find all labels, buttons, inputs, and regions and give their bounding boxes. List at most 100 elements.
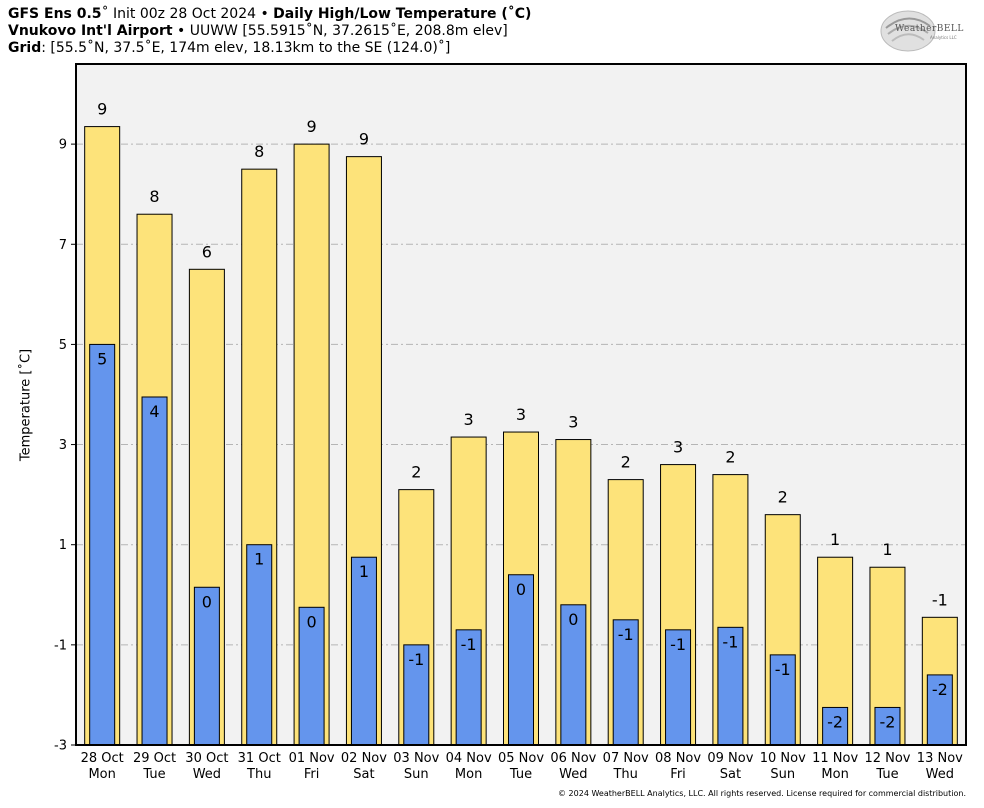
x-tick-label-date: 13 Nov <box>917 751 963 766</box>
high-value-label: -1 <box>932 590 948 609</box>
low-value-label: -2 <box>932 680 948 699</box>
low-bar <box>874 706 901 746</box>
x-tick-label-date: 03 Nov <box>393 751 439 766</box>
high-value-label: 9 <box>359 130 369 149</box>
low-value-label: 0 <box>202 592 212 611</box>
low-bar <box>193 586 220 746</box>
low-bar <box>612 619 639 746</box>
init-time: ˚ Init 00z 28 Oct 2024 • <box>101 6 274 22</box>
high-value-label: 2 <box>411 463 421 482</box>
x-tick-label-weekday: Mon <box>821 767 848 782</box>
y-tick-label: 7 <box>59 238 67 253</box>
low-bar <box>508 574 534 746</box>
high-value-label: 9 <box>97 100 107 119</box>
x-tick-label-date: 09 Nov <box>707 751 753 766</box>
low-bar <box>560 604 587 746</box>
x-tick-label-date: 10 Nov <box>760 751 806 766</box>
x-tick-label-date: 31 Oct <box>238 751 281 766</box>
y-tick-label: 9 <box>59 138 67 153</box>
chart-title-line2: Vnukovo Int'l Airport • UUWW [55.5915˚N,… <box>8 23 508 40</box>
low-value-label: 5 <box>97 349 107 368</box>
grid-label: Grid <box>8 40 42 56</box>
model-name: GFS Ens 0.5 <box>8 6 102 22</box>
logo-text: WeatherBELL <box>895 24 964 34</box>
logo-subtext: Analytics LLC <box>930 35 957 40</box>
x-tick-label-weekday: Mon <box>88 767 115 782</box>
x-tick-label-date: 30 Oct <box>185 751 228 766</box>
chart-title-line3: Grid: [55.5˚N, 37.5˚E, 174m elev, 18.13k… <box>8 40 450 57</box>
low-value-label: 0 <box>516 580 526 599</box>
x-tick-label-weekday: Sun <box>770 767 795 782</box>
high-value-label: 1 <box>830 530 840 549</box>
low-value-label: -1 <box>408 650 424 669</box>
y-tick-label: -1 <box>54 638 67 653</box>
x-tick-label-weekday: Tue <box>142 767 165 782</box>
x-tick-label-weekday: Wed <box>926 767 954 782</box>
high-value-label: 6 <box>202 242 212 261</box>
copyright-notice: © 2024 WeatherBELL Analytics, LLC. All r… <box>558 789 966 798</box>
x-tick-label-weekday: Sat <box>353 767 374 782</box>
high-value-label: 2 <box>621 453 631 472</box>
low-value-label: -1 <box>722 632 738 651</box>
high-value-label: 3 <box>673 438 683 457</box>
low-bar <box>455 629 482 746</box>
high-value-label: 3 <box>464 410 474 429</box>
x-tick-label-date: 12 Nov <box>864 751 910 766</box>
chart-title-line1: GFS Ens 0.5˚ Init 00z 28 Oct 2024 • Dail… <box>8 6 531 23</box>
low-bar <box>403 644 430 746</box>
y-tick-label: 5 <box>59 338 67 353</box>
y-tick-label: -3 <box>54 739 67 754</box>
x-tick-label-date: 04 Nov <box>446 751 492 766</box>
y-tick-label: 3 <box>59 438 67 453</box>
weatherbell-logo <box>880 10 936 52</box>
x-tick-label-weekday: Tue <box>509 767 532 782</box>
x-tick-label-weekday: Thu <box>246 767 271 782</box>
low-value-label: -2 <box>827 712 843 731</box>
x-tick-label-weekday: Mon <box>455 767 482 782</box>
x-tick-label-weekday: Sat <box>720 767 741 782</box>
high-value-label: 8 <box>254 142 264 161</box>
high-value-label: 1 <box>882 540 892 559</box>
x-tick-label-weekday: Wed <box>559 767 587 782</box>
x-tick-label-date: 06 Nov <box>550 751 596 766</box>
low-bar <box>717 626 744 746</box>
y-tick-label: 1 <box>59 538 67 553</box>
low-bar <box>246 544 273 746</box>
low-value-label: 0 <box>306 612 316 631</box>
low-bar <box>350 556 377 746</box>
x-tick-label-date: 02 Nov <box>341 751 387 766</box>
low-value-label: -1 <box>670 635 686 654</box>
low-bar <box>89 343 116 746</box>
low-bar <box>822 706 849 746</box>
x-tick-label-weekday: Fri <box>670 767 686 782</box>
low-bar <box>298 606 325 746</box>
high-value-label: 8 <box>149 187 159 206</box>
x-tick-label-date: 11 Nov <box>812 751 858 766</box>
plot-frame <box>75 63 967 746</box>
x-tick-label-weekday: Thu <box>612 767 637 782</box>
x-tick-label-date: 05 Nov <box>498 751 544 766</box>
low-value-label: 1 <box>254 550 264 569</box>
x-tick-label-date: 01 Nov <box>289 751 335 766</box>
x-tick-label-weekday: Tue <box>875 767 898 782</box>
low-value-label: 4 <box>149 402 159 421</box>
x-tick-label-date: 29 Oct <box>133 751 176 766</box>
high-value-label: 2 <box>725 448 735 467</box>
x-tick-label-date: 28 Oct <box>81 751 124 766</box>
station-name: Vnukovo Int'l Airport <box>8 23 173 39</box>
grid-info: : [55.5˚N, 37.5˚E, 174m elev, 18.13km to… <box>41 40 451 56</box>
low-value-label: -1 <box>775 660 791 679</box>
low-value-label: 0 <box>568 610 578 629</box>
high-value-label: 2 <box>778 488 788 507</box>
x-tick-label-weekday: Fri <box>304 767 320 782</box>
low-value-label: -2 <box>879 712 895 731</box>
y-axis-label: Temperature [˚C] <box>18 348 34 462</box>
low-value-label: 1 <box>359 562 369 581</box>
high-value-label: 3 <box>568 413 578 432</box>
x-tick-label-weekday: Wed <box>193 767 221 782</box>
high-value-label: 9 <box>306 117 316 136</box>
chart-title: Daily High/Low Temperature (˚C) <box>273 6 532 22</box>
low-value-label: -1 <box>461 635 477 654</box>
x-tick-label-date: 07 Nov <box>603 751 649 766</box>
